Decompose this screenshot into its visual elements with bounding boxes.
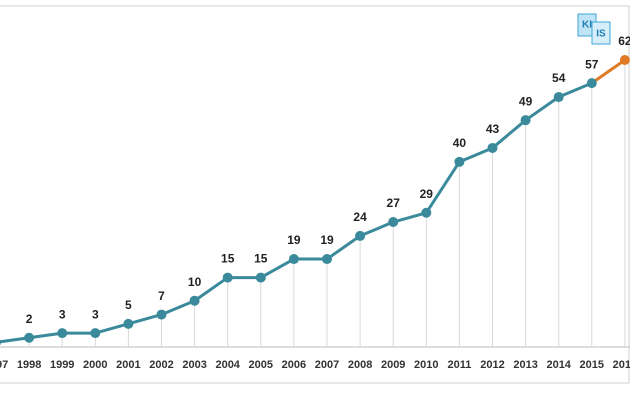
- data-point: [454, 156, 465, 167]
- x-tick-label: 2004: [215, 359, 240, 371]
- x-tick-label: 1997: [0, 359, 8, 371]
- data-label: 43: [486, 122, 500, 136]
- data-point: [487, 142, 498, 153]
- data-label: 54: [552, 71, 566, 85]
- data-label: 57: [585, 57, 599, 71]
- x-tick-label: 2009: [381, 359, 405, 371]
- data-point: [553, 92, 564, 103]
- data-point: [156, 309, 167, 320]
- data-point: [586, 78, 597, 89]
- data-label: 62: [618, 34, 630, 48]
- data-label: 49: [519, 94, 533, 108]
- data-point: [189, 295, 200, 306]
- x-tick-label: 2001: [116, 359, 140, 371]
- x-tick-label: 2014: [546, 359, 571, 371]
- x-tick-label: 2007: [315, 359, 339, 371]
- data-point: [421, 207, 432, 218]
- data-label: 27: [387, 196, 401, 210]
- data-point: [24, 332, 35, 343]
- x-tick-label: 2003: [182, 359, 206, 371]
- data-label: 24: [353, 210, 367, 224]
- data-point: [0, 339, 1, 346]
- x-tick-label: 2015: [580, 359, 604, 371]
- logo-text: IS: [596, 29, 606, 40]
- x-tick-label: 2002: [149, 359, 173, 371]
- x-tick-label: 2012: [480, 359, 504, 371]
- data-point: [355, 230, 366, 241]
- data-label: 19: [287, 233, 301, 247]
- data-point: [619, 55, 630, 65]
- x-tick-label: 1998: [17, 359, 41, 371]
- x-tick-label: 2005: [249, 359, 273, 371]
- data-label: 3: [92, 307, 99, 321]
- data-line-last: [590, 58, 626, 85]
- data-point: [222, 272, 233, 283]
- data-label: 2: [26, 312, 33, 326]
- data-point: [255, 272, 266, 283]
- data-label: 40: [453, 136, 467, 150]
- data-point: [288, 254, 299, 265]
- data-point: [520, 115, 531, 126]
- chart-frame: [0, 5, 630, 384]
- data-point: [123, 318, 134, 329]
- data-point: [388, 217, 399, 228]
- x-tick-label: 1999: [50, 359, 74, 371]
- x-tick-label: 2010: [414, 359, 438, 371]
- data-label: 7: [158, 289, 165, 303]
- data-label: 19: [320, 233, 334, 247]
- x-tick-label: 2008: [348, 359, 372, 371]
- data-label: 15: [221, 252, 235, 266]
- data-point: [90, 328, 101, 339]
- x-tick-label: 2006: [282, 359, 306, 371]
- logo-block: [591, 21, 611, 45]
- data-label: 3: [59, 307, 66, 321]
- data-point: [322, 254, 332, 265]
- data-label: 15: [254, 252, 268, 266]
- x-tick-label: 2016: [613, 359, 630, 371]
- x-tick-label: 2011: [447, 359, 471, 371]
- data-point: [57, 328, 68, 339]
- x-tick-label: 2000: [83, 359, 107, 371]
- data-label: 5: [125, 298, 132, 312]
- x-tick-label: 2013: [513, 359, 537, 371]
- logo: KI IS: [577, 13, 611, 45]
- logo-text: KI: [582, 20, 592, 31]
- data-label: 29: [420, 187, 434, 201]
- data-label: 10: [188, 275, 202, 289]
